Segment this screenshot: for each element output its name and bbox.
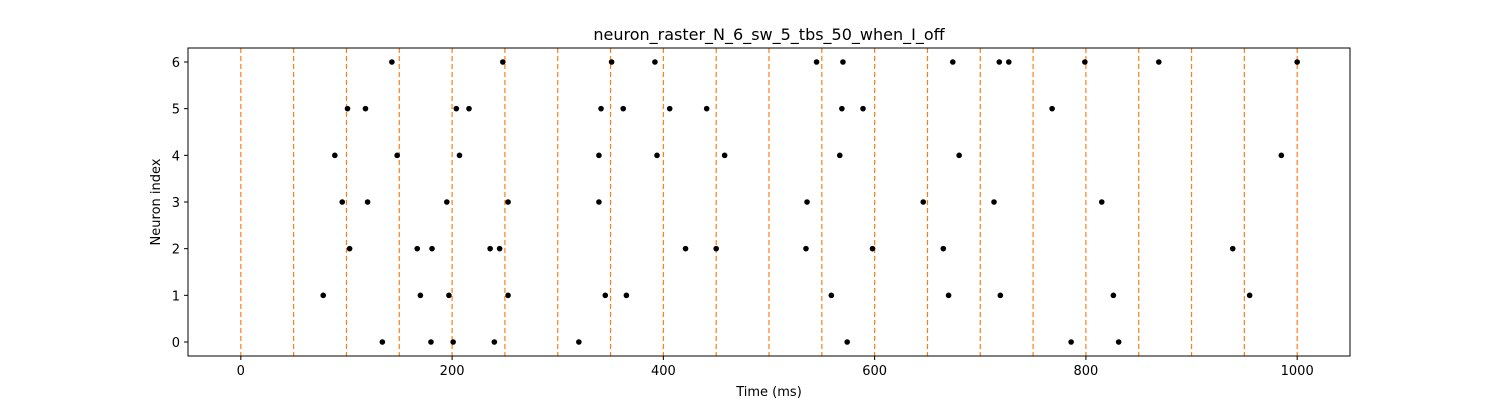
x-tick-label-2: 400 [651,364,676,379]
spike-point-28 [940,245,947,252]
y-tick-label-4: 4 [172,149,180,164]
spike-point-65 [950,59,956,65]
spike-point-42 [596,152,602,159]
spike-point-45 [836,152,843,159]
x-tick-label-3: 600 [862,364,887,379]
spike-point-60 [499,59,506,65]
y-axis-label: Neuron index [149,158,164,245]
spike-point-20 [414,245,421,252]
spike-point-30 [339,199,346,205]
spike-point-19 [346,245,353,252]
spike-point-10 [446,292,452,299]
spike-point-5 [844,339,850,345]
x-axis-label: Time (ms) [735,385,802,400]
spike-point-16 [997,292,1004,299]
spike-point-31 [364,199,371,205]
spike-point-53 [620,105,627,112]
spike-point-15 [945,292,952,299]
spike-point-9 [417,292,424,299]
spike-point-29 [1229,245,1236,252]
spike-point-27 [869,245,876,252]
spike-point-26 [803,245,809,252]
y-tick-label-6: 6 [172,56,180,71]
spike-point-32 [444,199,450,205]
spike-point-49 [362,105,369,112]
spike-point-39 [332,152,338,159]
spike-point-52 [598,105,604,112]
spike-point-38 [1098,199,1105,205]
x-tick-label-0: 0 [237,364,245,379]
spike-point-2 [450,339,456,345]
spike-point-37 [991,199,997,205]
spike-point-0 [379,339,386,345]
spike-points-layer [320,59,1300,345]
spike-point-23 [496,245,503,252]
spike-point-54 [666,105,673,112]
spike-point-50 [453,105,460,112]
spike-point-67 [1005,59,1012,65]
spike-point-51 [466,105,472,112]
spike-point-68 [1082,59,1088,65]
spike-point-58 [1049,105,1055,112]
y-tick-label-2: 2 [172,243,180,258]
spike-point-64 [840,59,846,65]
spike-point-57 [860,105,866,112]
spike-point-22 [487,245,493,252]
spike-point-17 [1110,292,1117,299]
spike-point-63 [813,59,820,65]
x-tick-label-5: 1000 [1281,364,1314,379]
spike-point-36 [920,199,927,205]
spike-point-59 [389,59,395,65]
spike-point-4 [576,339,582,345]
spike-point-8 [320,292,327,299]
spike-point-48 [344,105,351,112]
spike-point-61 [608,59,615,65]
spike-point-35 [804,199,810,205]
spike-point-21 [429,245,435,252]
spike-point-47 [1278,152,1285,159]
y-tick-label-5: 5 [172,103,180,118]
spike-point-6 [1068,339,1074,345]
spike-point-3 [491,339,498,345]
y-tick-label-3: 3 [172,196,180,211]
vertical-lines-layer [240,48,1298,356]
x-tick-label-4: 800 [1073,364,1098,379]
chart-title: neuron_raster_N_6_sw_5_tbs_50_when_I_off [593,25,945,45]
spike-point-41 [456,152,463,159]
spike-point-34 [596,199,602,205]
spike-point-46 [956,152,962,159]
spike-point-13 [623,292,630,299]
spike-point-33 [505,199,511,205]
x-tick-label-1: 200 [440,364,465,379]
y-axis-ticks: 0 1 2 3 4 5 6 [172,56,188,351]
spike-point-70 [1294,59,1300,65]
spike-point-25 [713,245,719,252]
spike-point-44 [721,152,728,159]
spike-point-7 [1115,339,1122,345]
spike-point-69 [1155,59,1162,65]
spike-point-12 [602,292,609,299]
y-tick-label-1: 1 [172,289,180,304]
spike-point-1 [428,339,434,345]
spike-point-43 [654,152,660,159]
spike-point-18 [1246,292,1253,299]
spike-point-24 [682,245,689,252]
spike-point-11 [505,292,511,299]
spike-point-40 [394,152,400,159]
spike-point-66 [996,59,1003,65]
spike-point-55 [703,105,710,112]
spike-point-56 [839,105,845,112]
spike-point-14 [828,292,835,299]
spike-point-62 [652,59,658,65]
x-axis-ticks: 0 200 400 600 800 1000 [237,356,1314,379]
y-tick-label-0: 0 [172,336,180,351]
